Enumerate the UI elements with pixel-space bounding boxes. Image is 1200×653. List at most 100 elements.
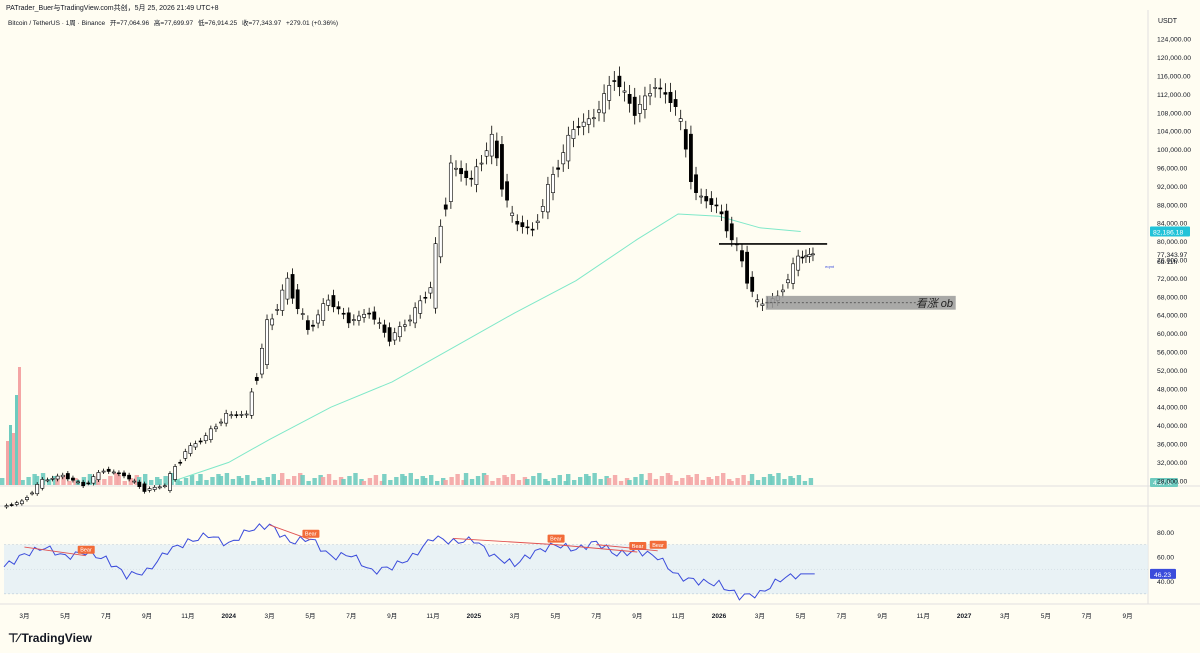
candle-body (709, 198, 714, 205)
order-block-label: 看涨 ob (916, 297, 953, 310)
volume-bar (134, 475, 139, 485)
grid-layer (0, 10, 1200, 605)
time-tick-label: 3月 (265, 612, 275, 620)
candle-body (168, 473, 172, 491)
candle-body (673, 99, 678, 107)
candle-body (122, 472, 126, 477)
volume-bar (788, 476, 793, 485)
annotation-layer[interactable]: 看涨 ob eqmt (719, 243, 956, 310)
price-tick-label: 60,000.00 (1157, 331, 1187, 338)
candle-body (188, 445, 193, 454)
candle-body (546, 184, 550, 213)
candle-body (525, 226, 530, 229)
volume-bar (408, 473, 413, 485)
candle-body (811, 253, 815, 256)
price-tick-label: 72,000.00 (1157, 276, 1187, 283)
candle-body (433, 243, 438, 309)
price-tick-label: 44,000.00 (1157, 405, 1187, 412)
price-tick-label: 108,000.00 (1157, 110, 1191, 117)
candle-body (224, 413, 229, 424)
candle-body (804, 255, 808, 258)
volume-bar (700, 480, 705, 485)
volume-bar (306, 481, 311, 485)
rsi-tick-label: 60.00 (1157, 554, 1174, 561)
candle-body (489, 133, 494, 157)
volume-bar (116, 475, 121, 485)
tradingview-logo[interactable]: ⊤⁄ TradingView (8, 631, 92, 645)
candle-body (729, 223, 734, 241)
candle-body (137, 481, 142, 487)
volume-bar (195, 481, 201, 485)
volume-bar (475, 476, 481, 485)
ema-line (167, 213, 801, 484)
volume-bar (653, 479, 659, 485)
volume-bar (236, 476, 242, 485)
symbol-name[interactable]: Bitcoin / TetherUS · 1周 · Binance (8, 20, 106, 27)
volume-bar (183, 478, 189, 485)
ohlc-open: 开=77,064.96 (109, 20, 150, 27)
candle-body (704, 196, 709, 202)
rsi-pane[interactable]: 40.00 60.00 80.00 Bear Bear Bear Bear Bear 46.23 (3, 523, 1176, 601)
candle-body (270, 318, 275, 326)
volume-bar (155, 477, 160, 485)
time-tick-label: 7月 (837, 612, 847, 620)
bear-divergence-line (555, 544, 638, 553)
tradingview-logo-icon: ⊤⁄ (8, 631, 20, 645)
volume-bar (633, 477, 638, 485)
volume-bar (598, 479, 603, 485)
volume-bar (516, 480, 522, 485)
candle-body (147, 488, 152, 491)
candle-body (740, 250, 744, 262)
candle-body (275, 309, 280, 311)
candle-body (617, 75, 622, 88)
volume-bar (414, 479, 419, 485)
candle-body (791, 263, 795, 284)
rsi-current-badge (1150, 568, 1176, 579)
volume-bar (796, 475, 802, 485)
volume-bar (420, 476, 425, 485)
candle-body (403, 324, 407, 327)
volume-bar (686, 475, 691, 485)
candle-body (81, 481, 86, 487)
volume-bar (802, 481, 808, 485)
volume-bar (449, 477, 454, 485)
rsi-band (4, 544, 1148, 594)
price-axis[interactable]: 28,000.00 32,000.00 36,000.00 40,000.00 44,0… (1150, 37, 1191, 486)
volume-bar (382, 474, 387, 485)
bear-label-box (649, 540, 667, 549)
rsi-current-label: 46.23 (1154, 572, 1171, 579)
candle-body (551, 174, 555, 194)
ohlc-close: 收=77,343.97 (241, 20, 282, 27)
volume-bar (12, 433, 15, 485)
time-axis[interactable]: 3月 5月 7月 9月 11月 2024 3月 5月 7月 9月 11月 2025 3月 5月 7月 9月 11… (19, 612, 1132, 620)
bear-divergence-line (596, 544, 658, 552)
volume-bar (280, 473, 285, 485)
volume-bar (259, 480, 264, 485)
volume-bar (502, 475, 507, 485)
candle-body (535, 220, 540, 223)
candle-body (760, 303, 765, 306)
time-tick-label: 7月 (346, 612, 356, 620)
price-tick-label: 64,000.00 (1157, 313, 1187, 320)
candle-body (622, 90, 627, 93)
volume-bar (122, 481, 127, 485)
candle-body (45, 479, 50, 482)
volume-bar (239, 478, 244, 485)
volume-bar (394, 477, 399, 485)
candle-body (413, 307, 418, 324)
rsi-tick-label: 40.00 (1157, 579, 1174, 586)
candle-body (494, 140, 499, 159)
volume-bar (423, 478, 428, 485)
bear-label: Bear (652, 543, 664, 549)
candle-body (280, 289, 285, 311)
volume-bar (790, 478, 796, 485)
bear-divergence-line (453, 538, 556, 546)
price-tick-label: 80,000.00 (1157, 239, 1187, 246)
volume-bar (251, 481, 256, 485)
volume-bar (461, 480, 466, 485)
volume-bar (680, 478, 685, 485)
candle-body (96, 472, 101, 480)
volume-bar (271, 474, 276, 485)
chart-attribution: PATrader_Buer与TradingView.com共创，5月 25, 2… (6, 5, 219, 12)
